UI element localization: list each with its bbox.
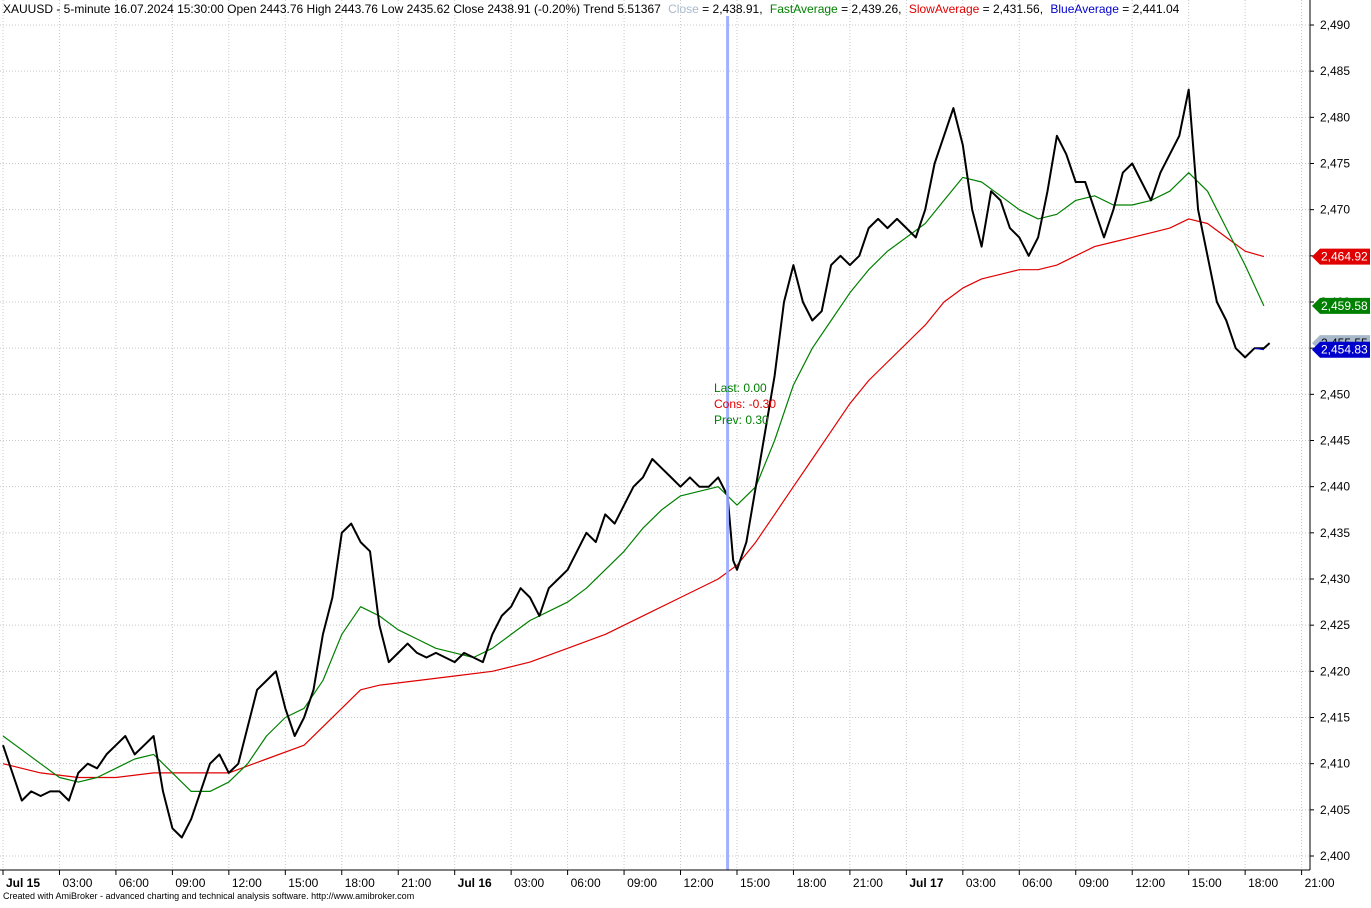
- annotation-cons: Cons: -0.30: [714, 397, 776, 411]
- slow-average-tag-label: 2,464.92: [1321, 250, 1368, 264]
- header-prefix: XAUUSD - 5-minute 16.07.2024 15:30:00 Op…: [3, 2, 661, 16]
- ytick-label: 2,400: [1320, 849, 1350, 863]
- ytick-label: 2,420: [1320, 664, 1350, 678]
- fast-average-tag-label: 2,459.58: [1321, 299, 1368, 313]
- ytick-label: 2,445: [1320, 434, 1350, 448]
- header-slow-label: SlowAverage: [909, 2, 980, 16]
- header-blue-label: BlueAverage: [1050, 2, 1119, 16]
- time-axis[interactable]: Jul 15 03:00 06:00 09:00 12:00 15:00 18:00 21:0…: [2, 870, 1335, 890]
- xtick-label: Jul 16: [458, 876, 492, 890]
- footer-credit: Created with AmiBroker - advanced charti…: [3, 891, 414, 901]
- xtick-label: Jul 15: [6, 876, 40, 890]
- series-blueaverage-line: [1254, 347, 1264, 351]
- header-close-label: Close: [668, 2, 699, 16]
- header-fast-value: = 2,439.26,: [841, 2, 901, 16]
- ytick-label: 2,475: [1320, 157, 1350, 171]
- blue-average-tag: 2,454.83: [1312, 341, 1370, 358]
- xtick-label: 15:00: [740, 876, 770, 890]
- ytick-label: 2,485: [1320, 64, 1350, 78]
- ytick-label: 2,425: [1320, 618, 1350, 632]
- price-tags: 2,464.922,459.582,455.552,454.83: [1312, 248, 1370, 358]
- annotation-prev: Prev: 0.30: [714, 413, 769, 427]
- blue-average-tag-label: 2,454.83: [1321, 343, 1368, 357]
- xtick-label: 21:00: [401, 876, 431, 890]
- header-slow-value: = 2,431.56,: [983, 2, 1043, 16]
- ytick-label: 2,490: [1320, 18, 1350, 32]
- xtick-label: 12:00: [684, 876, 714, 890]
- xtick-label: 09:00: [1079, 876, 1109, 890]
- xtick-label: 09:00: [175, 876, 205, 890]
- xtick-label: Jul 17: [909, 876, 943, 890]
- xtick-label: 03:00: [966, 876, 996, 890]
- xtick-label: 21:00: [1305, 876, 1335, 890]
- xtick-label: 18:00: [796, 876, 826, 890]
- header-fast-label: FastAverage: [770, 2, 838, 16]
- xtick-label: 18:00: [345, 876, 375, 890]
- ytick-label: 2,430: [1320, 572, 1350, 586]
- ytick-label: 2,410: [1320, 757, 1350, 771]
- chart-header: XAUUSD - 5-minute 16.07.2024 15:30:00 Op…: [3, 2, 1180, 16]
- xtick-label: 15:00: [288, 876, 318, 890]
- xtick-label: 09:00: [627, 876, 657, 890]
- series-layer: [2, 88, 1271, 839]
- slow-average-tag: 2,464.92: [1312, 248, 1370, 265]
- grid: [0, 0, 1310, 870]
- ytick-label: 2,470: [1320, 203, 1350, 217]
- series-fastaverage-line: [2, 172, 1265, 792]
- header-blue-value: = 2,441.04: [1122, 2, 1179, 16]
- header-close-value: = 2,438.91,: [702, 2, 762, 16]
- xtick-label: 03:00: [514, 876, 544, 890]
- xtick-label: 06:00: [571, 876, 601, 890]
- ytick-label: 2,480: [1320, 110, 1350, 124]
- ytick-label: 2,450: [1320, 387, 1350, 401]
- xtick-label: 21:00: [853, 876, 883, 890]
- series-close-line: [2, 88, 1271, 839]
- xtick-label: 12:00: [232, 876, 262, 890]
- fast-average-tag: 2,459.58: [1312, 297, 1370, 314]
- xtick-label: 18:00: [1248, 876, 1278, 890]
- xtick-label: 06:00: [1022, 876, 1052, 890]
- xtick-label: 03:00: [62, 876, 92, 890]
- ytick-label: 2,405: [1320, 803, 1350, 817]
- ytick-label: 2,415: [1320, 711, 1350, 725]
- xtick-label: 15:00: [1192, 876, 1222, 890]
- ytick-label: 2,435: [1320, 526, 1350, 540]
- xtick-label: 12:00: [1135, 876, 1165, 890]
- ytick-label: 2,440: [1320, 480, 1350, 494]
- series-slowaverage-line: [2, 218, 1265, 779]
- xtick-label: 06:00: [119, 876, 149, 890]
- annotation-last: Last: 0.00: [714, 381, 767, 395]
